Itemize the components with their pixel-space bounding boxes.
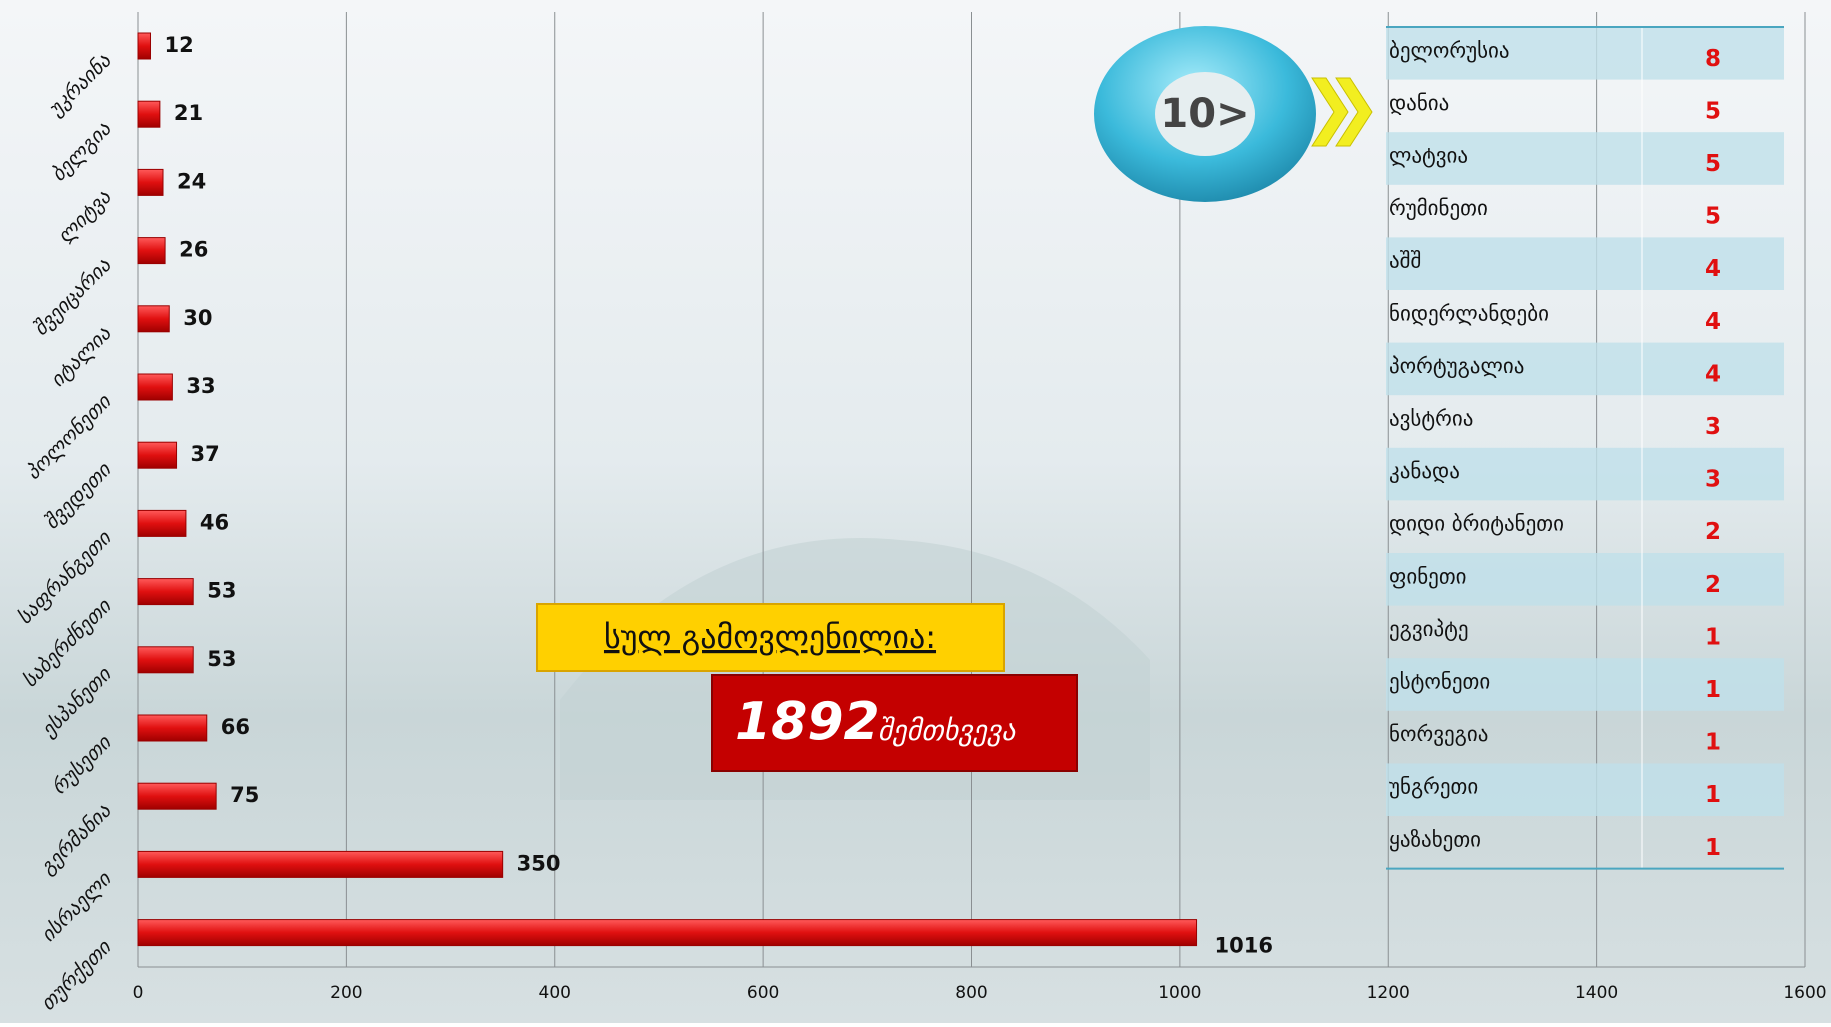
callout-label-box	[536, 603, 1005, 672]
table-country: ნიდერლანდები	[1389, 301, 1549, 325]
table-value: 3	[1705, 414, 1721, 440]
value-label: 53	[207, 647, 236, 671]
value-label: 33	[186, 374, 215, 398]
table-row-bg	[1386, 658, 1784, 711]
value-label: 75	[230, 783, 259, 807]
bar	[137, 373, 173, 401]
table-value: 4	[1705, 256, 1721, 282]
value-label: 1016	[1215, 934, 1273, 958]
badge-arrows	[1311, 77, 1373, 147]
value-label: 12	[165, 33, 194, 57]
table-value: 1	[1705, 730, 1721, 756]
value-label: 350	[517, 851, 561, 875]
table-value: 4	[1705, 309, 1721, 335]
value-label: 66	[221, 715, 250, 739]
table-country: ლატვია	[1389, 144, 1468, 168]
bar	[137, 850, 504, 878]
table-country: დიდი ბრიტანეთი	[1389, 512, 1564, 536]
table-row-bg	[1386, 763, 1784, 816]
table-row-bg	[1386, 237, 1784, 290]
value-label: 46	[200, 510, 229, 534]
x-tick-label: 400	[539, 983, 571, 1003]
value-label: 30	[183, 306, 212, 330]
x-tick-label: 800	[955, 983, 987, 1003]
table-country: ეგვიპტე	[1389, 617, 1469, 641]
bar	[137, 578, 194, 606]
bar	[137, 305, 170, 333]
table-value: 1	[1705, 624, 1721, 650]
bar	[137, 441, 178, 469]
callout-unit: შემთხვევა	[878, 714, 1016, 747]
table-country: ფინეთი	[1389, 564, 1467, 588]
table-country: დანია	[1389, 91, 1449, 115]
bar	[137, 168, 164, 196]
bar	[137, 714, 208, 742]
table-row-bg	[1386, 132, 1784, 185]
badge-text: 10>	[1160, 91, 1249, 137]
bar	[137, 919, 1198, 947]
table-value: 1	[1705, 782, 1721, 808]
table-country: ავსტრია	[1389, 407, 1473, 431]
table-value: 8	[1705, 46, 1721, 72]
table-value: 4	[1705, 361, 1721, 387]
value-label: 37	[191, 442, 220, 466]
bar	[137, 509, 187, 537]
value-label: 24	[177, 169, 206, 193]
x-tick-label: 600	[747, 983, 779, 1003]
table-row-bg	[1386, 553, 1784, 606]
table-country: რუმინეთი	[1389, 196, 1488, 220]
bar	[137, 100, 161, 128]
table-value: 2	[1705, 572, 1721, 598]
table-row-bg	[1386, 447, 1784, 501]
x-tick-label: 200	[330, 983, 362, 1003]
bar	[137, 32, 152, 60]
x-tick-label: 1400	[1575, 983, 1618, 1003]
table-country: ესტონეთი	[1389, 670, 1490, 694]
x-tick-label: 0	[133, 983, 144, 1003]
country-table: ბელორუსია 8 დანია 5 ლატვია 5 რუმინეთი 5 აშშ 4 ნიდე…	[1386, 26, 1784, 870]
badge: 10>	[1094, 26, 1373, 202]
callout-number-box	[711, 674, 1078, 772]
table-value: 5	[1705, 98, 1721, 124]
table-value: 3	[1705, 467, 1721, 493]
value-label: 21	[174, 101, 203, 125]
table-value: 5	[1705, 204, 1721, 230]
table-country: პორტუგალია	[1389, 354, 1524, 378]
x-tick-label: 1200	[1367, 983, 1410, 1003]
callout: სულ გამოვლენილია: 1892 შემთხვევა	[536, 603, 1078, 772]
bar	[137, 237, 166, 265]
table-country: უნგრეთი	[1389, 775, 1478, 799]
badge-hole	[1155, 72, 1255, 156]
table-row-bg	[1386, 27, 1784, 80]
table-value: 5	[1705, 151, 1721, 177]
table-value: 1	[1705, 677, 1721, 703]
bar	[137, 782, 217, 810]
table-country: ყაზახეთი	[1389, 827, 1481, 851]
value-label: 26	[179, 238, 208, 262]
callout-number: 1892	[735, 692, 880, 752]
value-label: 53	[207, 579, 236, 603]
callout-label: სულ გამოვლენილია:	[604, 618, 936, 656]
table-country: ნორვეგია	[1389, 722, 1488, 746]
table-value: 1	[1705, 835, 1721, 861]
x-tick-label: 1000	[1158, 983, 1201, 1003]
bar	[137, 646, 194, 674]
table-country: აშშ	[1389, 249, 1421, 273]
table-country: ბელორუსია	[1389, 38, 1510, 62]
table-row-bg	[1386, 342, 1784, 396]
table-country: კანადა	[1389, 459, 1460, 483]
x-tick-label: 1600	[1783, 983, 1826, 1003]
table-value: 2	[1705, 519, 1721, 545]
